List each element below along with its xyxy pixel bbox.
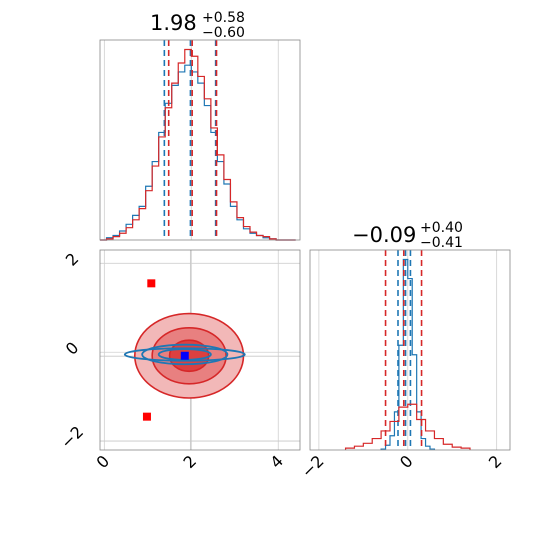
panel-frame — [309, 249, 511, 451]
x-tick-label: 0 — [396, 451, 417, 472]
histogram-series — [100, 40, 296, 241]
histogram-step-0 — [380, 258, 436, 450]
histogram-step-1 — [100, 48, 296, 241]
marker-point — [180, 351, 189, 360]
panel-frame — [99, 39, 301, 241]
panel-grid — [318, 250, 498, 450]
histogram-series — [344, 250, 471, 450]
median-value: 1.98 — [150, 11, 197, 35]
y-tick-label: 0 — [62, 338, 83, 359]
lower-error: −0.60 — [202, 25, 245, 41]
x-tick-label: 2 — [485, 451, 506, 472]
x-tick-label: −2 — [298, 451, 328, 481]
x-tick-label: 4 — [266, 451, 287, 472]
panel-frame — [99, 249, 301, 451]
joint-contour-panel: 0 2 4 −2 0 2 — [57, 249, 301, 472]
x-tick-labels: 0 2 4 — [93, 451, 288, 472]
histogram-step-1 — [344, 403, 471, 450]
marker-point — [142, 412, 151, 421]
histogram-step-0 — [100, 64, 296, 241]
upper-error: +0.40 — [420, 220, 463, 236]
x-tick-labels: −2 0 2 — [298, 451, 506, 481]
contour-series — [123, 312, 246, 399]
panel-title-y: −0.09 +0.40 −0.41 — [352, 220, 463, 251]
marker-point — [147, 279, 156, 288]
median-value: −0.09 — [352, 223, 416, 247]
upper-error: +0.58 — [202, 10, 245, 26]
lower-error: −0.41 — [420, 235, 463, 251]
y-tick-label: 2 — [62, 249, 83, 270]
y-tick-labels: −2 0 2 — [57, 249, 87, 452]
y-tick-label: −2 — [57, 422, 87, 452]
marginal-histogram-x: 1.98 +0.58 −0.60 — [99, 10, 301, 241]
x-tick-label: 0 — [93, 451, 114, 472]
x-tick-label: 2 — [179, 451, 200, 472]
panel-title-x: 1.98 +0.58 −0.60 — [150, 10, 245, 41]
marker-layer — [142, 279, 189, 421]
marginal-histogram-y: −0.09 +0.40 −0.41 −2 0 2 — [298, 220, 511, 482]
panel-grid — [103, 40, 279, 240]
contour-level-1 — [141, 343, 229, 366]
